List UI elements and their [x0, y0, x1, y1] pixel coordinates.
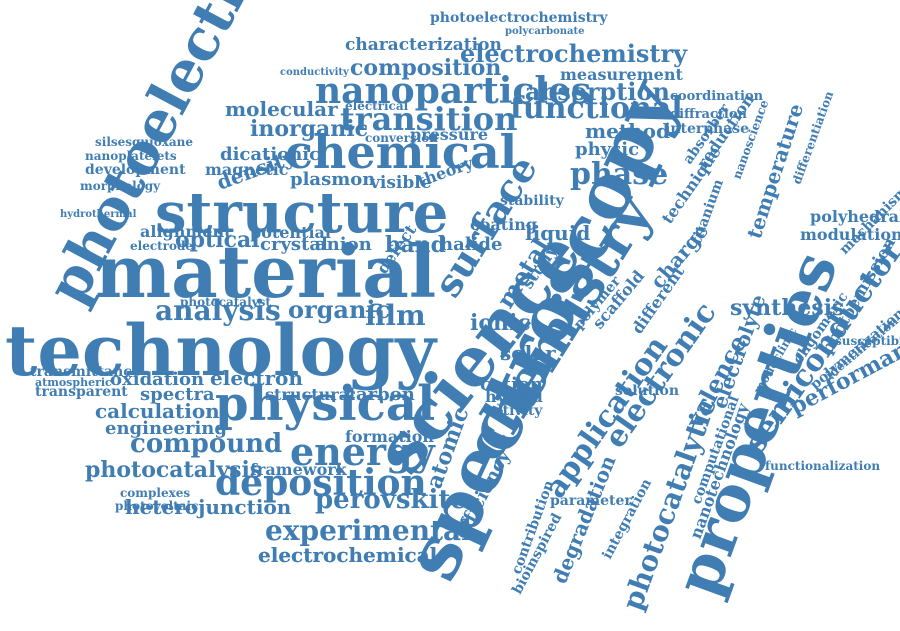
- word-physical: physical: [215, 376, 435, 432]
- word-composition: composition: [350, 55, 501, 81]
- word-polyhedral: polyhedral: [810, 207, 900, 226]
- word-phase: phase: [570, 157, 668, 192]
- word-structural: structural: [265, 385, 355, 404]
- word-development: development: [85, 162, 186, 178]
- word-susceptibility: susceptibility: [835, 334, 900, 348]
- word-experimental: experimental: [265, 514, 472, 547]
- word-electron: electron: [210, 366, 303, 390]
- word-transition: transition: [340, 100, 517, 138]
- word-engineering: engineering: [105, 418, 227, 439]
- word-crystal: crystal: [260, 234, 328, 255]
- word-technology: technology: [5, 309, 438, 392]
- word-optical: optical: [175, 227, 260, 253]
- word-band: band: [385, 232, 446, 258]
- word-transmittance: transmittance: [30, 364, 141, 380]
- word-photocatalyst: photocatalyst: [180, 295, 271, 309]
- word-spectra: spectra: [140, 384, 215, 405]
- word-absorption: absorption: [525, 77, 670, 106]
- word-electrical: electrical: [345, 99, 409, 113]
- word-nanoplatelets: nanoplatelets: [85, 149, 177, 163]
- word-film: film: [365, 299, 426, 332]
- word-diffraction: diffraction: [670, 107, 748, 122]
- word-halide: halide: [440, 234, 502, 255]
- word-electrochemical: electrochemical: [258, 543, 438, 567]
- word-compound: compound: [130, 429, 282, 459]
- word-molecular: molecular: [225, 97, 338, 121]
- word-conversion: conversion: [365, 131, 438, 145]
- word-functionalization: functionalization: [765, 459, 880, 473]
- word-physic: physic: [575, 139, 639, 160]
- word-electrochemical: electrochemical: [258, 543, 438, 567]
- word-photovoltaic: photovoltaic: [115, 499, 198, 513]
- word-energy: energy: [290, 429, 436, 474]
- word-photocatalysis: photocatalysis: [85, 457, 262, 483]
- word-chemical: chemical: [285, 125, 517, 179]
- word-ionic: ionic: [470, 310, 531, 336]
- word-polycarbonate: polycarbonate: [505, 26, 585, 37]
- word-material: material: [95, 229, 436, 314]
- word-solution: solution: [615, 383, 679, 399]
- word-structure: structure: [155, 180, 448, 246]
- word-conductivity: conductivity: [280, 67, 350, 78]
- word-method: method: [585, 119, 670, 143]
- word-electrode: electrode: [130, 239, 193, 253]
- word-interphase: interphase: [665, 121, 749, 137]
- word-inorganic: inorganic: [250, 116, 368, 142]
- word-deposition: deposition: [215, 462, 427, 504]
- word-characterization: characterization: [345, 35, 502, 55]
- word-perovskite: perovskite: [315, 485, 467, 515]
- word-anion: anion: [315, 234, 372, 255]
- word-formation: formation: [345, 427, 434, 446]
- word-stability: stability: [500, 193, 565, 209]
- word-parameter: parameter: [550, 493, 632, 509]
- word-visible: visible: [369, 173, 432, 193]
- word-organic: organic: [288, 295, 390, 324]
- word-calculation: calculation: [95, 399, 220, 423]
- word-alignment: alignment: [140, 222, 232, 241]
- word-magnetic: magnetic: [205, 160, 289, 179]
- word-plasmon: plasmon: [290, 169, 375, 190]
- word-electrochemistry: electrochemistry: [460, 39, 688, 68]
- word-oxidation: oxidation: [110, 369, 204, 390]
- word-silsesquioxane: silsesquioxane: [95, 135, 193, 149]
- word-dicationic: dicationic: [220, 144, 320, 165]
- word-solar: solar: [500, 341, 556, 365]
- word-transparent: transparent: [35, 384, 128, 400]
- word-measurement: measurement: [560, 65, 683, 84]
- word-modulation: modulation: [800, 225, 900, 244]
- word-synthesis: synthesis: [730, 295, 844, 321]
- word-heterojunction: heterojunction: [125, 495, 292, 519]
- word-morphology: morphology: [80, 179, 161, 193]
- word-nanoparticles: nanoparticles: [315, 70, 591, 112]
- word-activity: activity: [485, 403, 543, 419]
- word-hydrothermal: hydrothermal: [60, 209, 137, 220]
- word-functional: functional: [510, 91, 683, 126]
- word-framework: framework: [250, 460, 348, 479]
- word-atmospheric: atmospheric: [35, 376, 112, 389]
- word-cation: cation: [480, 374, 543, 395]
- word-carbon: carbon: [345, 384, 415, 405]
- word-potential: potential: [250, 223, 331, 242]
- word-coating: coating: [470, 215, 537, 234]
- word-hybrid: hybrid: [485, 387, 543, 406]
- word-photoelectrochemistry: photoelectrochemistry: [430, 10, 608, 26]
- word-pressure: pressure: [410, 125, 488, 144]
- word-coordination: coordination: [670, 89, 764, 104]
- word-liquid: liquid: [525, 221, 590, 245]
- word-complexes: complexes: [120, 486, 190, 500]
- word-analysis: analysis: [155, 294, 281, 327]
